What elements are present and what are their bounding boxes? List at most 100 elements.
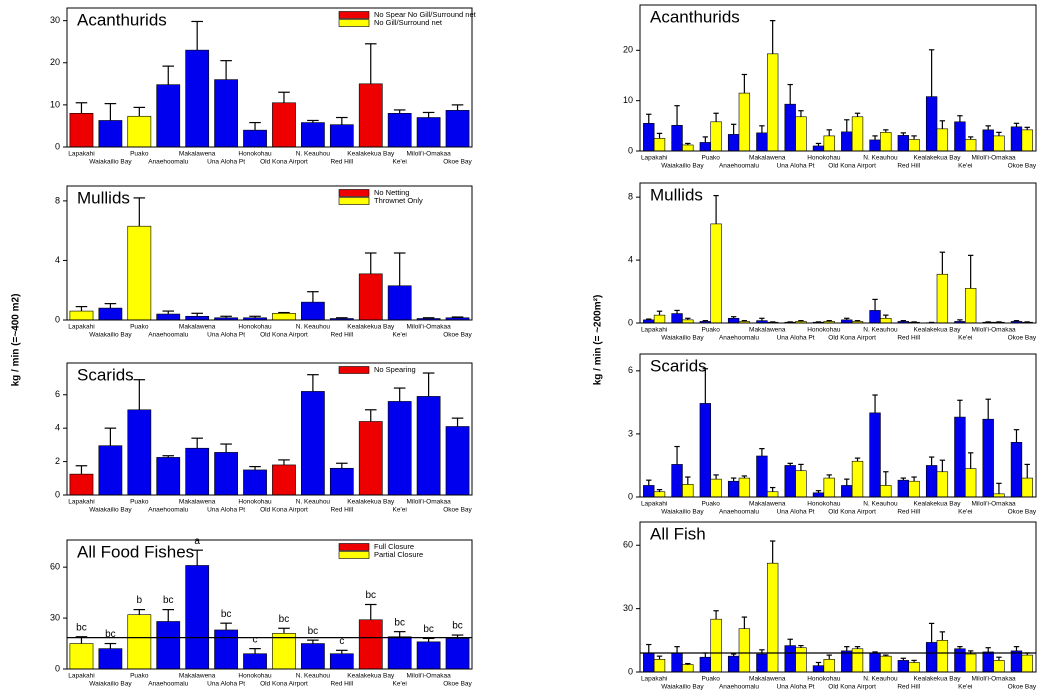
bar — [727, 134, 740, 152]
bar — [993, 135, 1005, 152]
bar — [897, 135, 910, 152]
x-tick-label: Una Aloha Pt — [777, 163, 815, 170]
x-tick-label: Miloli'i-Omakaa — [971, 676, 1016, 683]
x-tick-label: Makalawena — [179, 151, 216, 158]
x-tick-label: Makalawena — [749, 676, 786, 683]
panel-title: Mullids — [650, 185, 703, 204]
bar — [699, 656, 712, 673]
bar — [756, 455, 768, 498]
bar — [416, 396, 441, 496]
x-tick-label: Lapakahi — [641, 327, 667, 334]
x-tick-label: Okoe Bay — [1008, 509, 1037, 516]
annotation: bc — [308, 626, 319, 637]
annotation: bc — [279, 614, 290, 625]
x-tick-label: Red Hill — [897, 335, 920, 342]
panel-title: Mullids — [77, 188, 130, 207]
bar — [98, 445, 123, 496]
y-tick-label: 6 — [55, 389, 60, 399]
bar — [1010, 650, 1023, 673]
bar — [936, 273, 949, 324]
x-tick-label: Miloli'i-Omakaa — [406, 499, 451, 506]
legend-swatch — [338, 366, 370, 374]
bar — [445, 426, 470, 496]
bar — [329, 467, 354, 496]
x-tick-label: Honokohau — [807, 501, 841, 508]
bar — [301, 643, 325, 670]
bar — [671, 313, 683, 324]
bar — [841, 131, 853, 152]
bar — [156, 84, 181, 148]
bar — [869, 310, 881, 324]
x-tick-label: Ke'ei — [393, 681, 407, 688]
y-tick-label: 3 — [628, 428, 633, 438]
annotation: bc — [221, 609, 232, 620]
bar — [964, 288, 977, 324]
x-tick-label: Honokohau — [807, 327, 841, 334]
bar — [185, 315, 210, 321]
x-tick-label: Old Kona Airport — [260, 159, 308, 166]
x-tick-label: Kealakekua Bay — [914, 155, 962, 162]
bar — [812, 492, 825, 498]
x-tick-label: Puako — [130, 499, 149, 506]
legend-swatch — [338, 197, 370, 205]
bar — [214, 79, 238, 148]
bar — [710, 618, 722, 673]
legend-swatch — [338, 543, 370, 551]
bar — [1021, 654, 1033, 673]
x-tick-label: Old Kona Airport — [828, 163, 876, 170]
legend-label: No Gill/Surround net — [374, 18, 443, 27]
bar — [766, 53, 779, 152]
x-tick-label: Anaehoomalu — [719, 335, 759, 342]
y-tick-label: 30 — [50, 612, 60, 622]
legend-label: No Spear No Gill/Surround net — [374, 10, 477, 19]
x-tick-label: Lapakahi — [68, 499, 94, 506]
bar — [127, 225, 152, 321]
x-tick-label: Honokohau — [238, 151, 272, 158]
x-tick-label: Red Hill — [897, 684, 920, 691]
bar — [738, 628, 751, 673]
bar — [897, 660, 910, 673]
x-tick-label: Ke'ei — [958, 509, 972, 516]
bar — [766, 562, 779, 673]
bar — [127, 409, 152, 496]
x-tick-label: Una Aloha Pt — [777, 684, 815, 691]
y-tick-label: 20 — [50, 57, 60, 67]
bar — [185, 447, 210, 496]
bar — [387, 113, 412, 148]
x-tick-label: Miloli'i-Omakaa — [406, 673, 451, 680]
x-tick-label: Red Hill — [330, 507, 353, 514]
x-tick-label: Okoe Bay — [443, 332, 472, 339]
x-tick-label: Puako — [130, 324, 149, 331]
bar — [908, 662, 920, 673]
panel-title: Acanthurids — [650, 7, 740, 26]
bar — [964, 139, 977, 152]
bar — [954, 648, 966, 673]
bar — [993, 660, 1005, 673]
x-tick-label: Lapakahi — [641, 155, 667, 162]
panel-title: Scarids — [650, 356, 707, 375]
annotation: bc — [365, 590, 376, 601]
x-tick-label: Red Hill — [330, 159, 353, 166]
bar — [823, 477, 835, 498]
bar — [301, 301, 325, 321]
x-tick-label: Red Hill — [330, 332, 353, 339]
x-tick-label: Una Aloha Pt — [207, 681, 245, 688]
bar — [812, 665, 825, 673]
bar — [925, 642, 938, 673]
x-tick-label: Makalawena — [179, 324, 216, 331]
bar — [127, 115, 152, 148]
x-tick-label: Una Aloha Pt — [207, 507, 245, 514]
plot-frame — [639, 521, 1037, 673]
x-tick-label: Okoe Bay — [443, 159, 472, 166]
annotation: bc — [423, 624, 434, 635]
x-tick-label: Okoe Bay — [1008, 335, 1037, 342]
bar — [727, 655, 740, 673]
x-tick-label: Okoe Bay — [443, 507, 472, 514]
bar — [127, 614, 152, 670]
x-tick-label: Okoe Bay — [1008, 163, 1037, 170]
bar — [766, 491, 779, 498]
y-tick-label: 0 — [55, 141, 60, 151]
y-tick-label: 6 — [628, 365, 633, 375]
x-tick-label: Honokohau — [238, 324, 272, 331]
